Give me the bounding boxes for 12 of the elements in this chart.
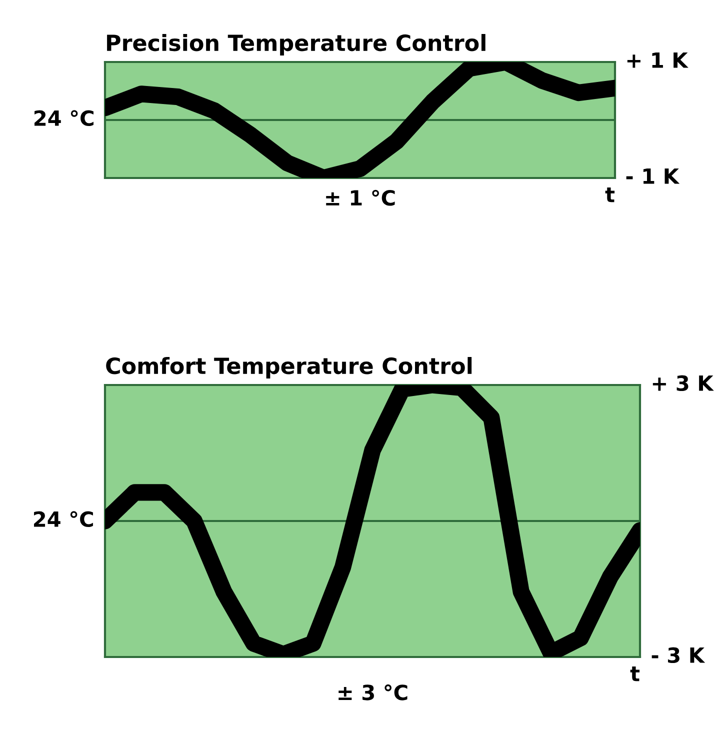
x-axis-title: t <box>630 666 640 682</box>
chart-title: Comfort Temperature Control <box>106 357 472 379</box>
text: ± 1 °C <box>326 190 395 206</box>
text: - 3 K <box>652 647 706 664</box>
ref-line-label: 24 °C <box>34 511 93 528</box>
x-axis-title: t <box>605 188 615 202</box>
text: - 1 K <box>626 168 680 184</box>
chart-title: Precision Temperature Control <box>107 34 486 56</box>
ref-line-label: 24 °C <box>34 110 94 126</box>
text: ± 3 °C <box>338 684 408 700</box>
text: + 3 K <box>652 375 714 392</box>
text: + 1 K <box>627 52 688 68</box>
